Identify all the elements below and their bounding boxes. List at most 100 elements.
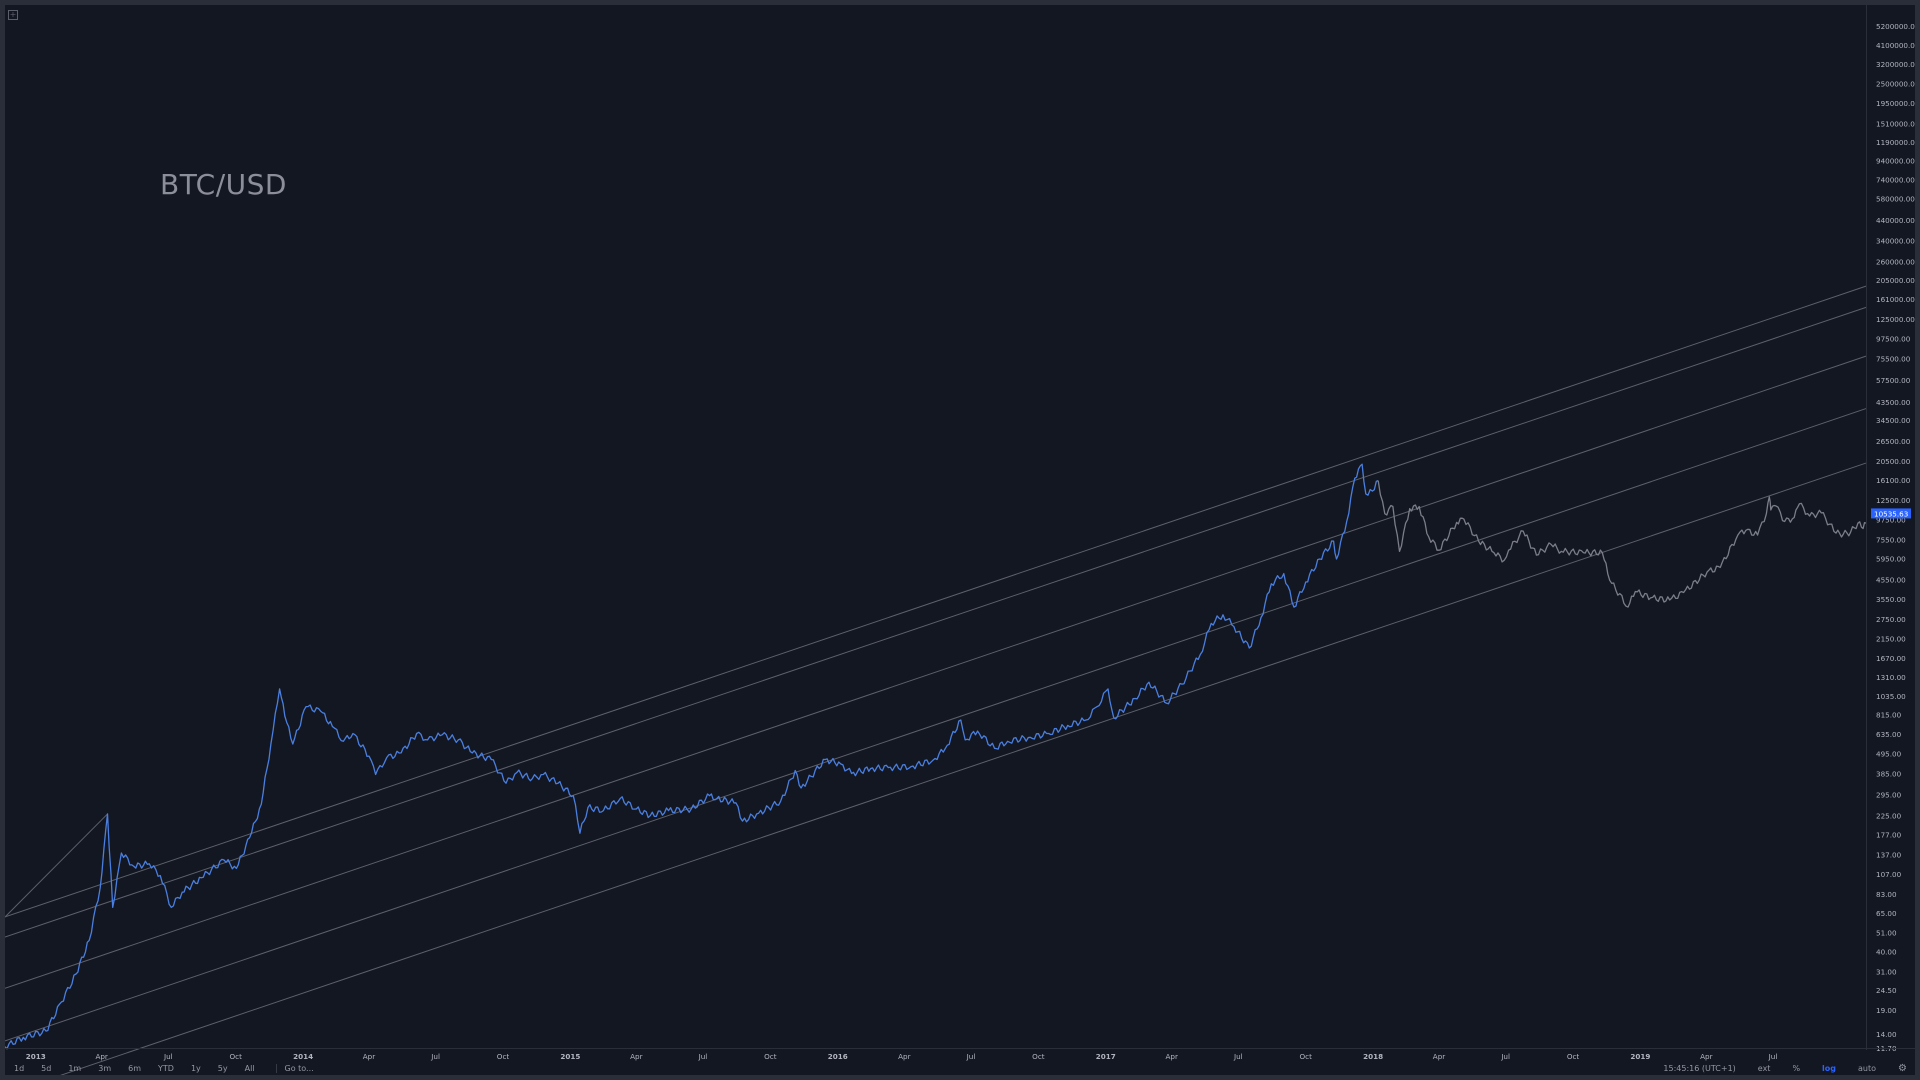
channel-line-4 <box>60 462 1867 1075</box>
y-tick-label-50: 24.50 <box>1876 986 1897 995</box>
y-tick-label-43: 137.00 <box>1876 851 1902 860</box>
auto-scale-toggle[interactable]: auto <box>1858 1063 1877 1073</box>
log-scale-toggle[interactable]: log <box>1822 1063 1837 1073</box>
symbol-watermark: BTC/USD <box>160 168 287 201</box>
x-tick-label-23: Oct <box>1567 1052 1580 1061</box>
y-tick-label-32: 2150.00 <box>1876 634 1906 643</box>
x-tick-label-21: Apr <box>1433 1052 1445 1061</box>
y-tick-label-24: 16100.00 <box>1876 476 1911 485</box>
channel-line-3 <box>5 408 1867 1042</box>
y-tick-label-25: 12500.00 <box>1876 496 1911 505</box>
x-tick-label-13: Apr <box>898 1052 910 1061</box>
y-tick-label-6: 1510000.00 <box>1876 119 1915 128</box>
x-tick-label-17: Apr <box>1165 1052 1177 1061</box>
x-tick-label-5: Apr <box>363 1052 375 1061</box>
range-all-button[interactable]: All <box>244 1063 255 1073</box>
x-tick-label-22: Jul <box>1500 1052 1510 1061</box>
x-tick-label-18: Jul <box>1233 1052 1243 1061</box>
x-tick-label-24: 2019 <box>1630 1052 1650 1061</box>
x-tick-label-7: Oct <box>497 1052 510 1061</box>
y-tick-label-5: 1950000.00 <box>1876 99 1915 108</box>
collapse-toggle-icon[interactable]: + <box>8 10 18 20</box>
x-tick-label-16: 2017 <box>1096 1052 1116 1061</box>
y-tick-label-33: 1670.00 <box>1876 654 1906 663</box>
price-series-1 <box>1377 480 1867 608</box>
y-tick-label-15: 161000.00 <box>1876 295 1915 304</box>
y-tick-label-27: 7550.00 <box>1876 536 1906 545</box>
y-tick-label-39: 385.00 <box>1876 769 1902 778</box>
x-tick-label-14: Jul <box>966 1052 976 1061</box>
y-tick-label-21: 34500.00 <box>1876 416 1911 425</box>
extended-hours-toggle[interactable]: ext <box>1757 1063 1771 1073</box>
x-tick-label-25: Apr <box>1700 1052 1712 1061</box>
range-1m-button[interactable]: 1m <box>68 1063 82 1073</box>
y-tick-label-37: 635.00 <box>1876 730 1902 739</box>
y-tick-label-17: 97500.00 <box>1876 335 1911 344</box>
y-tick-label-35: 1035.00 <box>1876 692 1906 701</box>
y-tick-label-14: 205000.00 <box>1876 276 1915 285</box>
x-tick-label-20: 2018 <box>1363 1052 1383 1061</box>
y-tick-label-26: 9750.00 <box>1876 516 1906 525</box>
x-tick-label-1: Apr <box>95 1052 107 1061</box>
bottom-toolbar: 1d 5d 1m 3m 6m YTD 1y 5y All Go to... 15… <box>5 1060 1915 1076</box>
x-tick-label-15: Oct <box>1032 1052 1045 1061</box>
last-price-marker <box>1871 508 1911 519</box>
y-tick-label-18: 75500.00 <box>1876 355 1911 364</box>
y-tick-label-44: 107.00 <box>1876 870 1902 879</box>
y-tick-label-52: 14.00 <box>1876 1030 1897 1039</box>
y-tick-label-51: 19.00 <box>1876 1006 1897 1015</box>
x-tick-label-12: 2016 <box>828 1052 848 1061</box>
range-5y-button[interactable]: 5y <box>217 1063 228 1073</box>
price-series-0 <box>5 463 1379 1050</box>
y-tick-label-4: 2500000.00 <box>1876 80 1915 89</box>
range-1y-button[interactable]: 1y <box>190 1063 201 1073</box>
y-tick-label-22: 26500.00 <box>1876 437 1911 446</box>
x-tick-label-6: Jul <box>430 1052 440 1061</box>
y-tick-label-7: 1190000.00 <box>1876 138 1915 147</box>
timezone-clock[interactable]: 15:45:16 (UTC+1) <box>1663 1063 1736 1073</box>
channel-connector <box>5 813 108 918</box>
y-tick-label-19: 57500.00 <box>1876 376 1911 385</box>
y-tick-label-8: 940000.00 <box>1876 156 1915 165</box>
y-tick-label-36: 815.00 <box>1876 711 1902 720</box>
y-tick-label-2: 4100000.00 <box>1876 41 1915 50</box>
y-tick-label-23: 20500.00 <box>1876 457 1911 466</box>
chart-canvas[interactable]: 5200000.00 4100000.00 3200000.00 2500000.00… <box>5 5 1915 1075</box>
y-tick-label-16: 125000.00 <box>1876 315 1915 324</box>
price-axis-divider <box>1866 5 1867 1050</box>
y-tick-label-46: 65.00 <box>1876 909 1897 918</box>
y-tick-label-45: 83.00 <box>1876 890 1897 899</box>
y-tick-label-49: 31.00 <box>1876 967 1897 976</box>
range-5d-button[interactable]: 5d <box>41 1063 52 1073</box>
range-ytd-button[interactable]: YTD <box>158 1063 174 1073</box>
x-tick-label-11: Oct <box>764 1052 777 1061</box>
y-tick-label-41: 225.00 <box>1876 812 1902 821</box>
y-tick-label-29: 4550.00 <box>1876 575 1906 584</box>
y-tick-label-13: 260000.00 <box>1876 257 1915 266</box>
x-tick-label-19: Oct <box>1300 1052 1313 1061</box>
range-6m-button[interactable]: 6m <box>128 1063 142 1073</box>
x-tick-label-26: Jul <box>1768 1052 1778 1061</box>
x-tick-label-0: 2013 <box>26 1052 46 1061</box>
range-1d-button[interactable]: 1d <box>14 1063 25 1073</box>
y-tick-label-34: 1310.00 <box>1876 673 1906 682</box>
y-tick-label-47: 51.00 <box>1876 928 1897 937</box>
x-tick-label-8: 2015 <box>560 1052 580 1061</box>
bottom-toolbar-right: 15:45:16 (UTC+1) ext % log auto ⚙ <box>1641 1060 1907 1076</box>
x-tick-label-2: Jul <box>163 1052 173 1061</box>
y-tick-label-1: 5200000.00 <box>1876 22 1915 31</box>
y-tick-label-31: 2750.00 <box>1876 615 1906 624</box>
time-axis-divider <box>5 1048 1915 1049</box>
channel-line-1 <box>5 306 1867 938</box>
channel-line-0 <box>5 285 1867 918</box>
goto-date-button[interactable]: Go to... <box>275 1063 314 1073</box>
percent-scale-toggle[interactable]: % <box>1792 1063 1801 1073</box>
gear-icon[interactable]: ⚙ <box>1898 1062 1907 1074</box>
y-tick-label-48: 40.00 <box>1876 947 1897 956</box>
x-tick-label-10: Jul <box>698 1052 708 1061</box>
range-3m-button[interactable]: 3m <box>98 1063 112 1073</box>
y-tick-label-20: 43500.00 <box>1876 398 1911 407</box>
last-price-label: 10535.63 <box>1874 509 1908 518</box>
y-tick-label-10: 580000.00 <box>1876 194 1915 203</box>
